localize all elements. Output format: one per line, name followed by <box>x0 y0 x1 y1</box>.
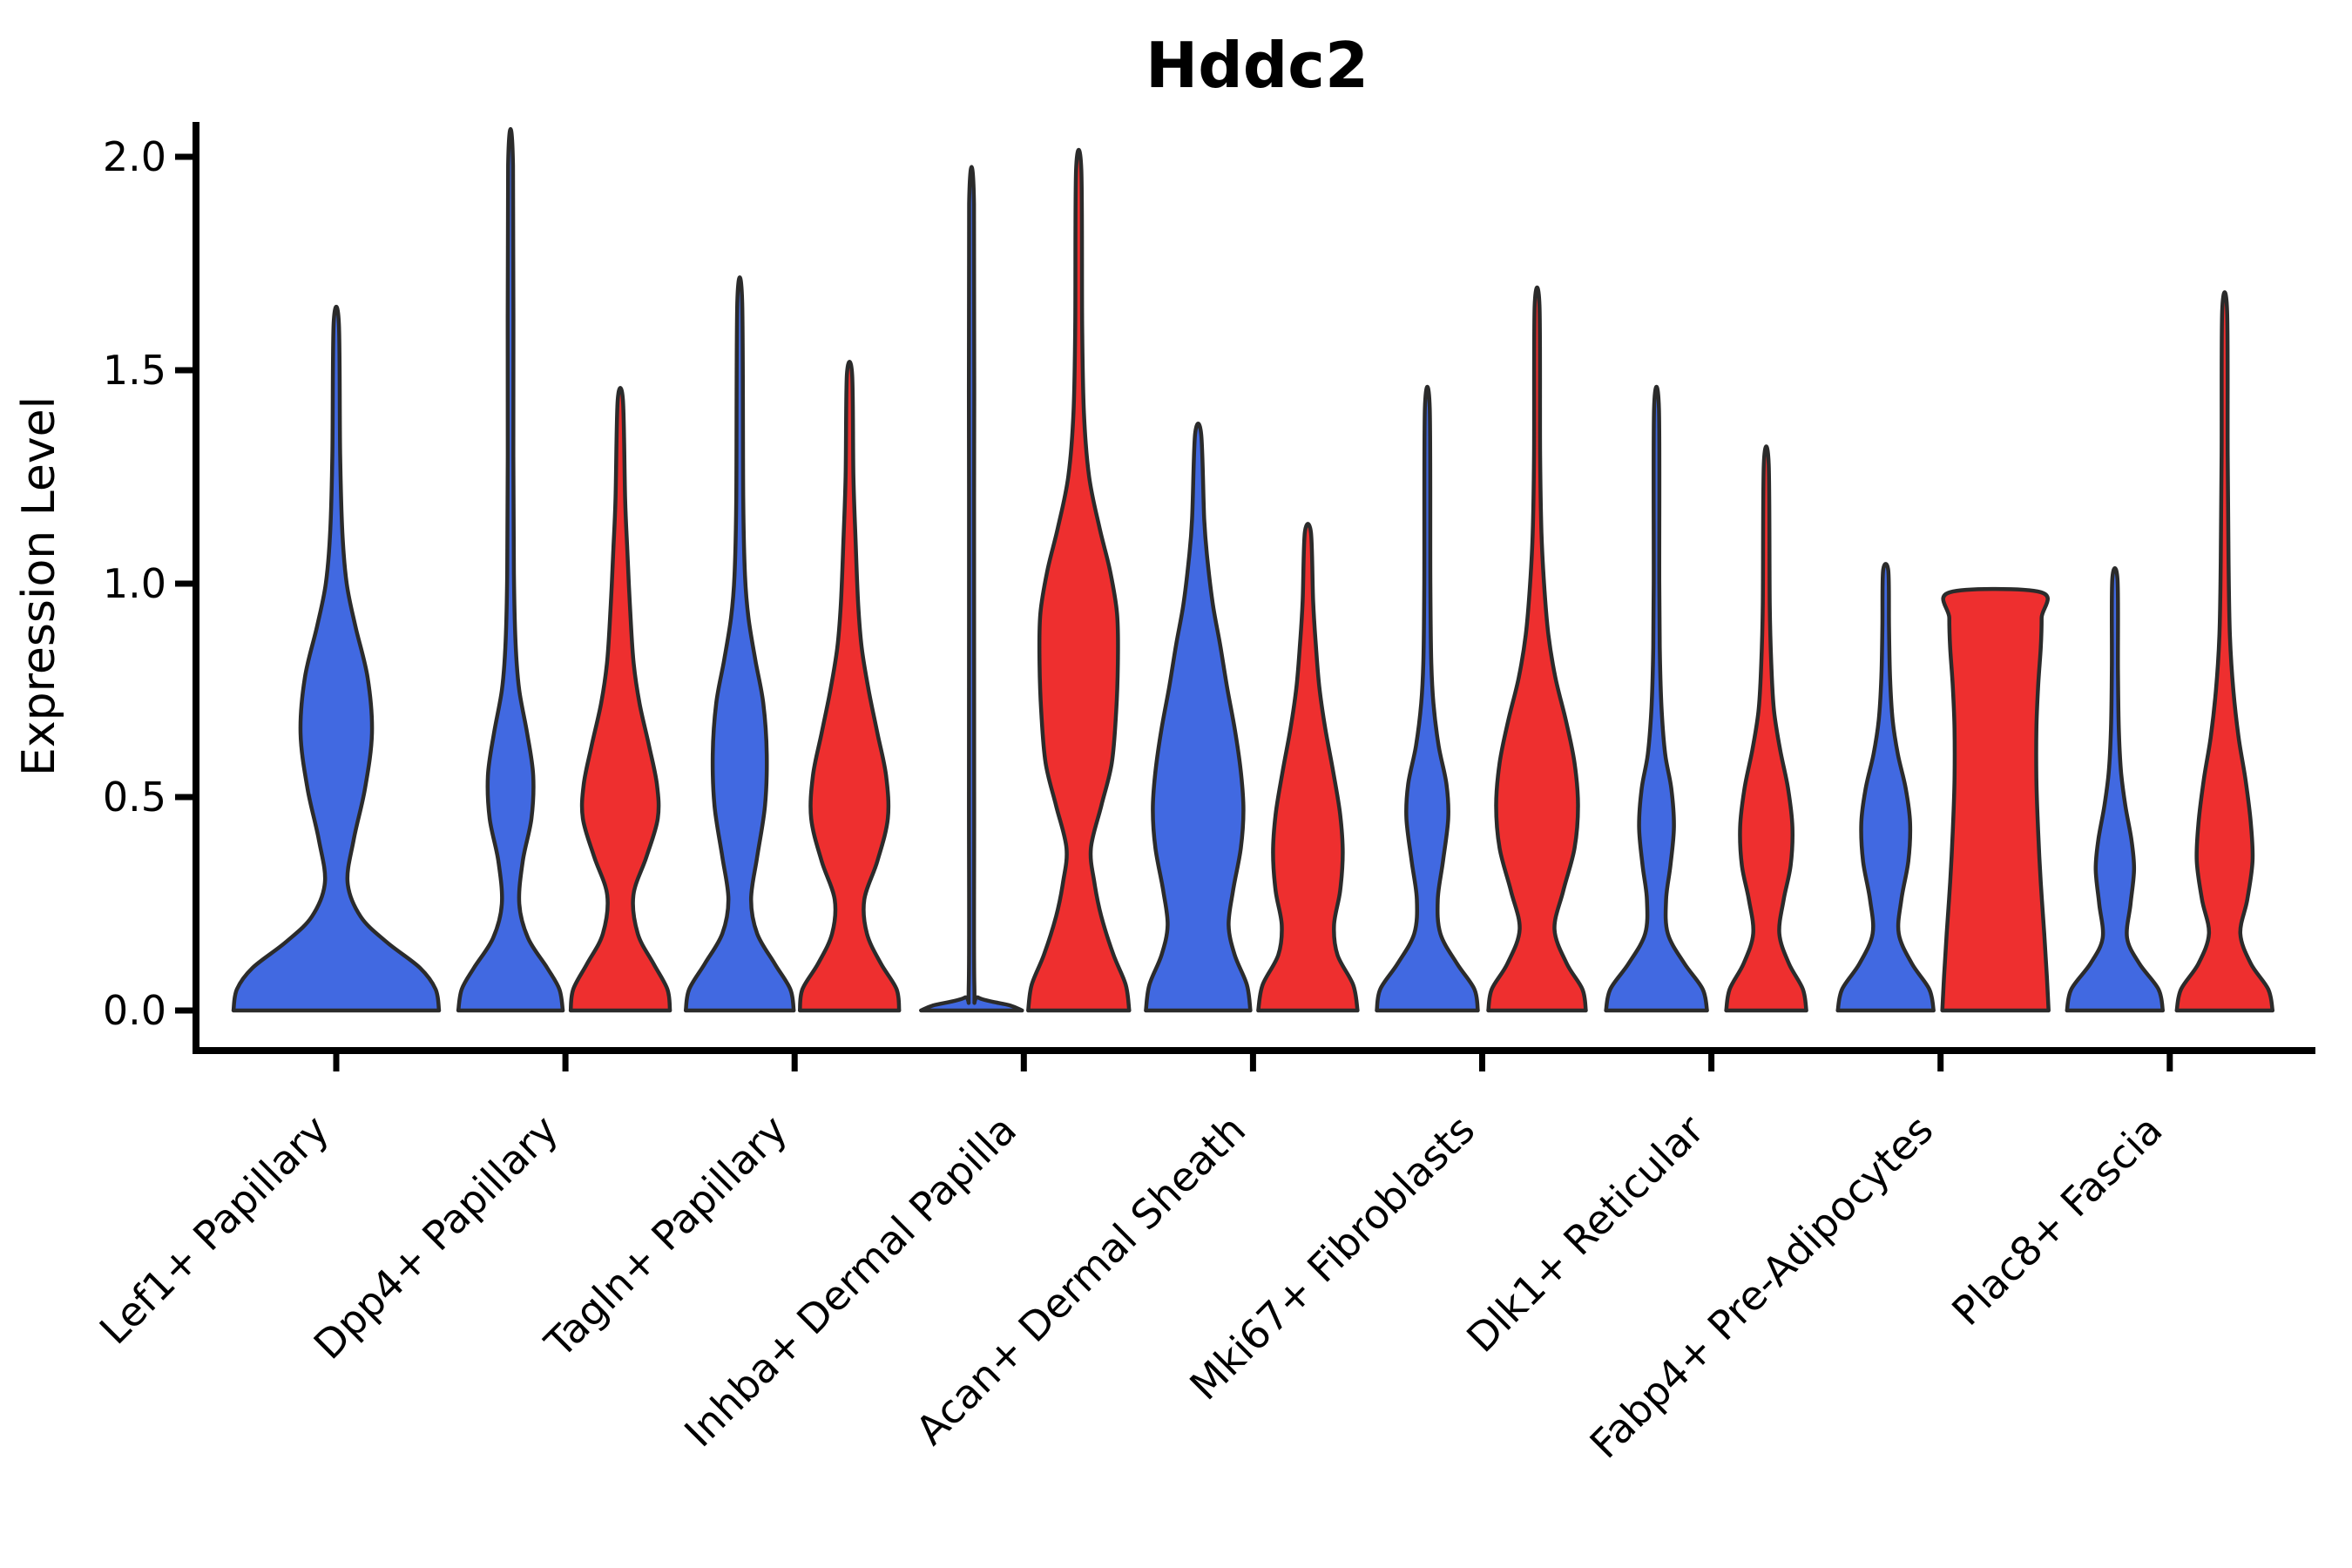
y-tick-label: 0.0 <box>103 987 166 1034</box>
violin-tagln-papillary-blue <box>683 275 796 1013</box>
violin-inhba-dermal-papilla-red <box>1026 148 1132 1013</box>
violin-dlk1-reticular-blue <box>1604 385 1709 1013</box>
x-tick-label: Tagln+ Papillary <box>535 1106 796 1368</box>
violin-mki67-fibroblasts-blue <box>1375 385 1480 1013</box>
x-tick-label: Lef1+ Papillary <box>91 1106 338 1354</box>
x-tick-label: Plac8+ Fascia <box>1943 1106 2171 1335</box>
y-axis-label: Expression Level <box>13 396 65 776</box>
violin-fabp4-pre-adipocytes-red <box>1940 586 2051 1013</box>
violin-tagln-papillary-red <box>797 359 902 1013</box>
y-tick-label: 1.0 <box>103 560 166 607</box>
y-tick-label: 2.0 <box>103 133 166 180</box>
violins <box>231 127 2275 1013</box>
y-tick-label: 0.5 <box>103 774 166 821</box>
violin-acan-dermal-sheath-blue <box>1144 422 1253 1013</box>
y-tick-label: 1.5 <box>103 347 166 394</box>
x-tick-label: Dpp4+ Papillary <box>305 1106 567 1369</box>
violin-lef1-papillary-blue <box>231 304 442 1013</box>
violin-dpp4-papillary-red <box>568 385 672 1013</box>
violin-dpp4-papillary-blue <box>456 127 565 1013</box>
violin-plac8-fascia-red <box>2174 290 2275 1013</box>
violin-acan-dermal-sheath-red <box>1256 522 1360 1013</box>
violin-plac8-fascia-blue <box>2065 566 2166 1013</box>
violin-mki67-fibroblasts-red <box>1486 285 1588 1013</box>
violin-dlk1-reticular-red <box>1724 444 1808 1013</box>
violin-inhba-dermal-papilla-blue <box>919 165 1024 1013</box>
chart-title: Hddc2 <box>1146 29 1369 102</box>
y-tick-labels: 0.0 0.5 1.0 1.5 2.0 <box>103 133 196 1034</box>
violin-fabp4-pre-adipocytes-blue <box>1835 562 1936 1013</box>
x-tick-label: Dlk1+ Reticular <box>1457 1106 1713 1362</box>
